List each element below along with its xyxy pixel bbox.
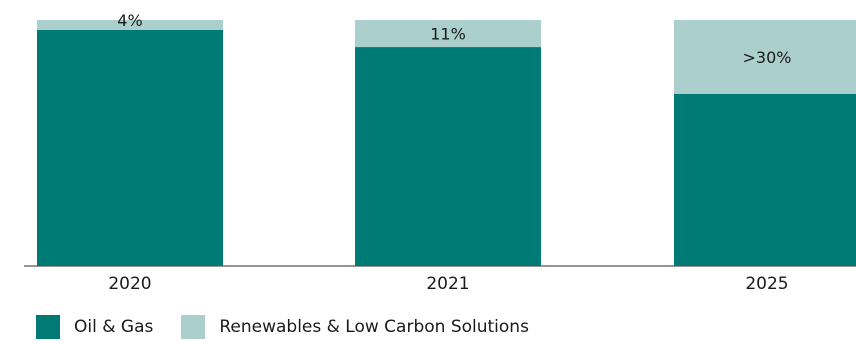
x-tick-label-2021: 2021: [426, 274, 469, 294]
bar-oil-gas-2025: [674, 93, 856, 266]
x-tick-label-2025: 2025: [745, 274, 788, 294]
data-label-2020: 4%: [117, 11, 142, 30]
legend-swatch-renewables: [181, 315, 206, 339]
bar-renewables-2025: [674, 20, 856, 94]
legend-swatch-oil-gas: [36, 315, 60, 339]
legend: Oil & Gas Renewables & Low Carbon Soluti…: [36, 315, 557, 339]
bar-oil-gas-2020: [37, 29, 223, 267]
bar-oil-gas-2021: [355, 47, 541, 267]
bar-renewables-2021: [355, 20, 541, 48]
legend-label-oil-gas: Oil & Gas: [74, 317, 154, 337]
legend-item-oil-gas: Oil & Gas: [36, 315, 153, 339]
x-tick-label-2020: 2020: [108, 274, 151, 294]
bar-renewables-2020: [37, 20, 223, 30]
data-label-2025: >30%: [743, 48, 792, 67]
bars-layer: [37, 20, 856, 267]
labels-layer: 4% 2020 11% 2021 >30% 2025: [108, 11, 791, 294]
data-label-2021: 11%: [430, 25, 466, 44]
legend-item-renewables: Renewables & Low Carbon Solutions: [181, 315, 529, 339]
chart-svg: 4% 2020 11% 2021 >30% 2025: [24, 11, 856, 294]
legend-label-renewables: Renewables & Low Carbon Solutions: [219, 317, 529, 337]
